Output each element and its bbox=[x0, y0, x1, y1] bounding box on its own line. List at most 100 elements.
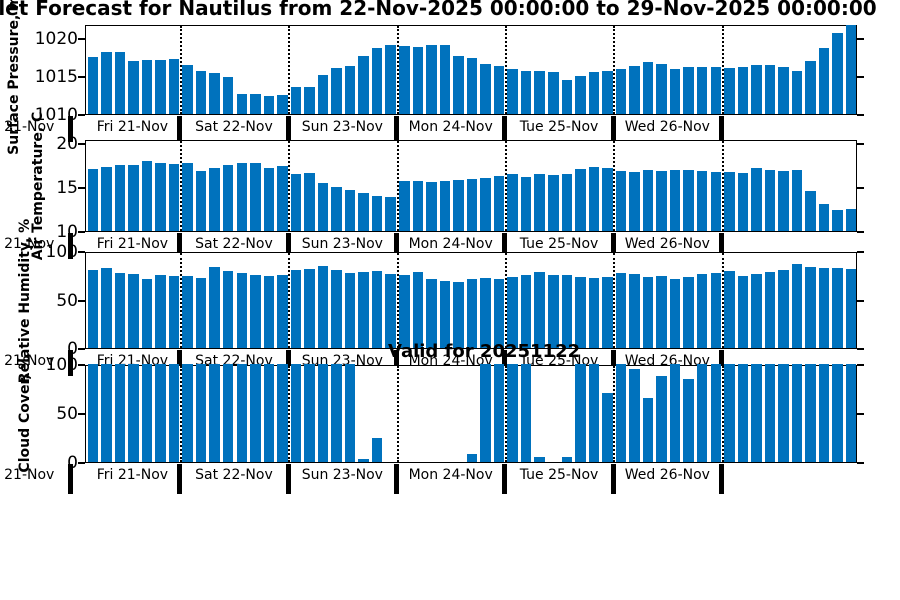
day-divider bbox=[177, 464, 183, 494]
y-tick-right bbox=[857, 75, 864, 78]
day-label: Tue 25-Nov bbox=[519, 467, 599, 483]
bar bbox=[331, 364, 342, 462]
bar bbox=[534, 71, 545, 114]
day-boundary-line bbox=[721, 141, 724, 231]
bar bbox=[791, 364, 803, 462]
day-label: Sun 23-Nov bbox=[301, 119, 383, 135]
bar bbox=[832, 364, 843, 462]
bar bbox=[818, 48, 830, 114]
bar bbox=[290, 173, 302, 231]
bar bbox=[195, 71, 207, 114]
pressure-chart bbox=[85, 24, 857, 115]
y-tick bbox=[78, 37, 85, 40]
bar bbox=[615, 364, 627, 462]
y-tick bbox=[78, 142, 85, 145]
bar bbox=[751, 364, 762, 462]
day-label: Sun 23-Nov bbox=[301, 236, 383, 252]
bar bbox=[141, 364, 153, 462]
day-divider bbox=[502, 116, 508, 142]
bar bbox=[724, 68, 735, 114]
bar bbox=[331, 68, 342, 114]
bar bbox=[87, 169, 99, 231]
bar bbox=[385, 45, 396, 114]
bar bbox=[669, 364, 681, 462]
y-tick-right bbox=[857, 462, 864, 464]
day-boundary-line bbox=[396, 141, 399, 231]
bar bbox=[399, 181, 410, 231]
bar bbox=[778, 270, 789, 348]
day-label: Fri 21-Nov bbox=[96, 119, 169, 135]
y-tick bbox=[78, 413, 85, 415]
y-tick-right bbox=[857, 186, 864, 189]
y-tick-label: 10 bbox=[56, 222, 78, 242]
day-label: Mon 24-Nov bbox=[408, 467, 493, 483]
bar bbox=[304, 364, 315, 462]
bar bbox=[737, 276, 749, 348]
bar bbox=[114, 273, 126, 348]
bar bbox=[480, 278, 491, 348]
bar bbox=[656, 276, 667, 348]
bar bbox=[358, 192, 369, 231]
bar bbox=[277, 94, 288, 114]
bar bbox=[168, 364, 180, 462]
bar bbox=[575, 169, 586, 231]
y-tick-label: 100 bbox=[45, 242, 78, 262]
bar bbox=[182, 276, 193, 348]
y-tick-right bbox=[857, 114, 864, 116]
bar bbox=[710, 171, 722, 231]
day-label: Wed 26-Nov bbox=[624, 119, 710, 135]
bar bbox=[629, 368, 640, 462]
bar bbox=[466, 454, 478, 462]
bar bbox=[155, 162, 166, 231]
bar bbox=[101, 52, 112, 114]
bar bbox=[385, 196, 396, 231]
day-divider bbox=[177, 116, 183, 142]
bar bbox=[669, 279, 681, 348]
bar bbox=[507, 69, 518, 114]
bar bbox=[602, 71, 613, 114]
bar bbox=[290, 270, 302, 348]
y-tick-right bbox=[857, 299, 864, 302]
bar bbox=[845, 208, 857, 231]
bar bbox=[493, 65, 505, 114]
day-boundary-line bbox=[288, 366, 291, 462]
bar bbox=[128, 364, 139, 462]
bar bbox=[155, 59, 166, 114]
bar bbox=[155, 275, 166, 348]
bar bbox=[236, 273, 247, 348]
bar bbox=[710, 364, 722, 462]
y-axis-label: Cloud Cover, % bbox=[17, 355, 33, 473]
bar bbox=[493, 279, 505, 348]
bar bbox=[724, 271, 735, 348]
y-tick bbox=[78, 114, 85, 116]
bar bbox=[317, 183, 329, 231]
bar bbox=[317, 364, 329, 462]
bar bbox=[439, 45, 451, 114]
y-tick bbox=[78, 462, 85, 464]
bar bbox=[87, 270, 99, 348]
bar bbox=[480, 364, 491, 462]
figure-title: glet Forecast for Nautilus from 22-Nov-2… bbox=[0, 0, 877, 20]
y-tick-label: 1020 bbox=[34, 28, 78, 49]
bar bbox=[317, 75, 329, 114]
bar bbox=[832, 33, 843, 114]
bar bbox=[737, 172, 749, 231]
y-tick-right bbox=[857, 348, 864, 350]
bar bbox=[236, 94, 247, 114]
bar bbox=[209, 364, 220, 462]
day-divider bbox=[177, 350, 183, 376]
day-label: Tue 25-Nov bbox=[519, 236, 599, 252]
bar bbox=[304, 269, 315, 348]
bar bbox=[439, 281, 451, 348]
bar bbox=[222, 76, 234, 114]
edge-day-label: Fri 21-Nov bbox=[0, 353, 55, 369]
y-tick bbox=[78, 364, 85, 366]
day-boundary-line bbox=[396, 366, 399, 462]
bar bbox=[764, 65, 776, 114]
day-divider bbox=[394, 464, 399, 494]
bar bbox=[778, 170, 789, 231]
y-tick bbox=[78, 348, 85, 350]
bar bbox=[602, 168, 613, 231]
bar bbox=[412, 181, 424, 231]
bar bbox=[263, 96, 275, 114]
